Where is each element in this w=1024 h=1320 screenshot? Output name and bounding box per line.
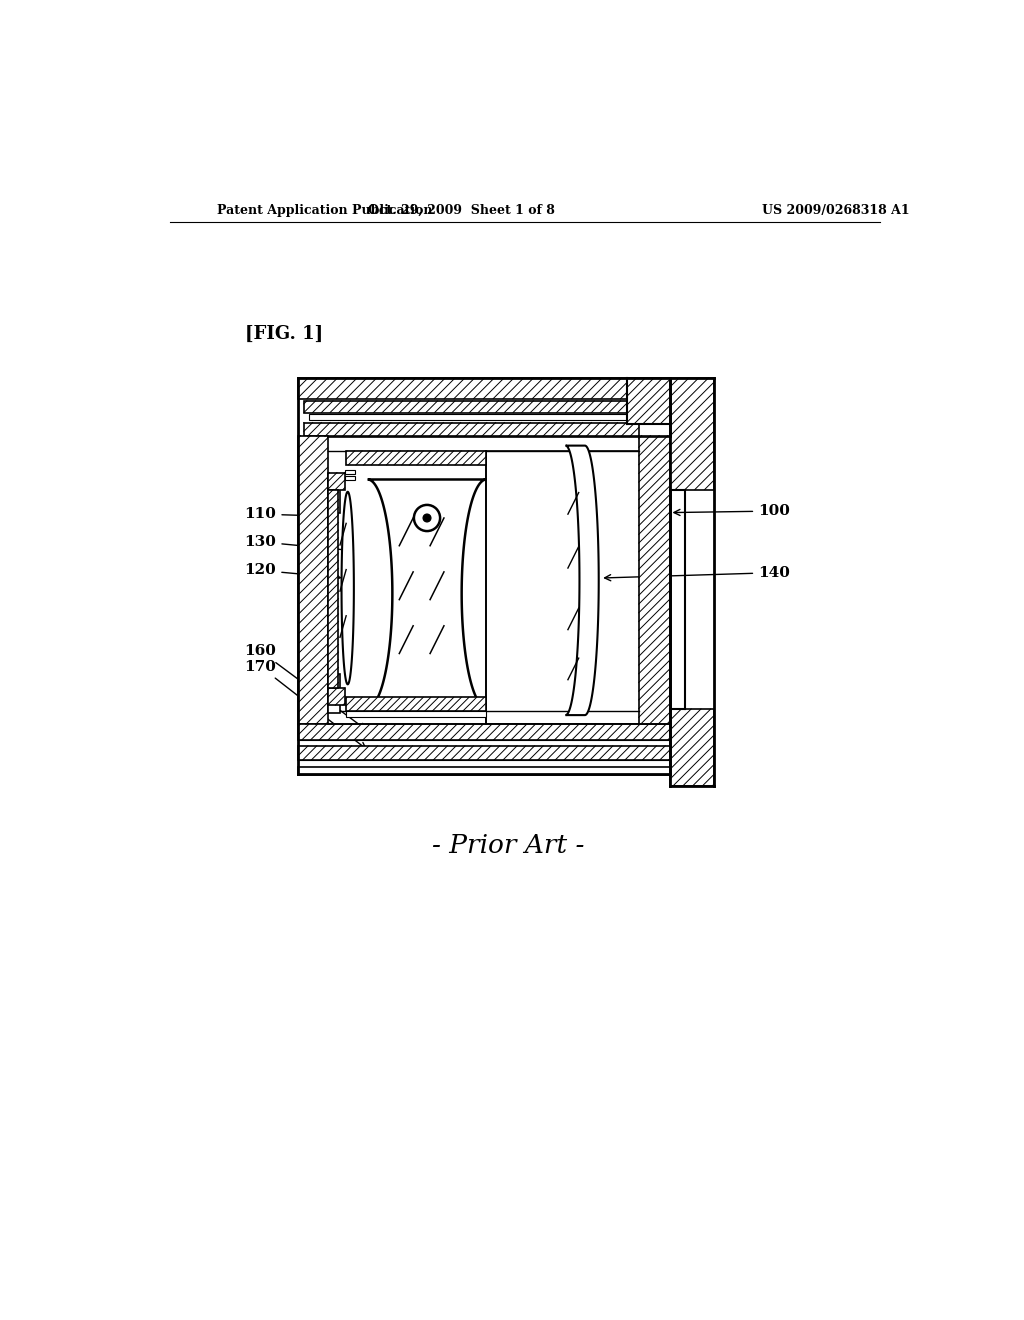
Polygon shape xyxy=(670,709,714,785)
Bar xyxy=(346,711,486,718)
Bar xyxy=(486,451,640,725)
Text: 120: 120 xyxy=(245,564,340,581)
Polygon shape xyxy=(304,401,665,412)
Polygon shape xyxy=(670,378,714,490)
Text: 160: 160 xyxy=(245,644,366,730)
Polygon shape xyxy=(304,422,639,437)
Text: Oct. 29, 2009  Sheet 1 of 8: Oct. 29, 2009 Sheet 1 of 8 xyxy=(369,205,555,218)
Polygon shape xyxy=(346,451,486,465)
Text: 100: 100 xyxy=(674,504,790,517)
Polygon shape xyxy=(298,746,670,760)
Text: 170: 170 xyxy=(245,660,366,748)
Circle shape xyxy=(423,513,431,521)
Circle shape xyxy=(414,504,440,531)
Bar xyxy=(670,490,685,709)
Polygon shape xyxy=(328,490,339,688)
Text: 140: 140 xyxy=(604,566,790,581)
Polygon shape xyxy=(565,446,599,715)
Polygon shape xyxy=(298,436,328,725)
Polygon shape xyxy=(298,725,670,739)
Text: - Prior Art -: - Prior Art - xyxy=(432,833,584,858)
Polygon shape xyxy=(342,492,354,684)
Polygon shape xyxy=(298,378,670,399)
Bar xyxy=(328,675,340,713)
Bar xyxy=(309,414,655,420)
Text: Patent Application Publication: Patent Application Publication xyxy=(217,205,432,218)
Text: 130: 130 xyxy=(245,535,353,553)
Bar xyxy=(328,474,340,512)
Polygon shape xyxy=(346,697,486,711)
Polygon shape xyxy=(328,688,345,705)
Text: [FIG. 1]: [FIG. 1] xyxy=(245,325,323,343)
Bar xyxy=(298,739,670,746)
Polygon shape xyxy=(639,436,670,725)
Polygon shape xyxy=(328,473,345,490)
Bar xyxy=(345,477,355,480)
Text: US 2009/0268318 A1: US 2009/0268318 A1 xyxy=(762,205,909,218)
Polygon shape xyxy=(628,378,670,424)
Text: 110: 110 xyxy=(245,507,334,521)
Bar xyxy=(345,470,355,474)
Polygon shape xyxy=(368,479,486,708)
Bar xyxy=(298,760,670,767)
Bar xyxy=(298,767,670,775)
